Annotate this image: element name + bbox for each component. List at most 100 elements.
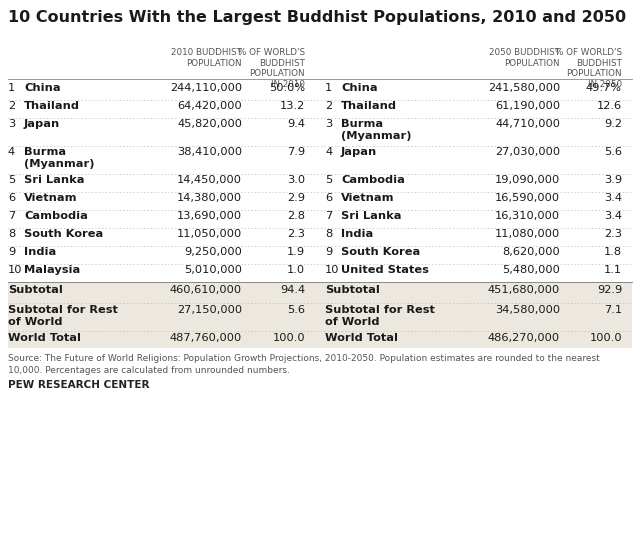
Text: 7.1: 7.1 <box>604 305 622 315</box>
Text: Japan: Japan <box>24 119 60 129</box>
Text: 6: 6 <box>325 193 332 203</box>
Text: 5.6: 5.6 <box>604 147 622 157</box>
Text: 3.4: 3.4 <box>604 211 622 221</box>
Text: 14,450,000: 14,450,000 <box>177 175 242 185</box>
Text: 1.1: 1.1 <box>604 265 622 275</box>
Text: 10: 10 <box>8 265 22 275</box>
Text: 2.8: 2.8 <box>287 211 305 221</box>
Text: Sri Lanka: Sri Lanka <box>24 175 84 185</box>
Text: 4: 4 <box>8 147 15 157</box>
Text: 16,310,000: 16,310,000 <box>495 211 560 221</box>
Text: Sri Lanka: Sri Lanka <box>341 211 401 221</box>
Text: 1.9: 1.9 <box>287 247 305 257</box>
Text: Subtotal for Rest
of World: Subtotal for Rest of World <box>8 305 118 326</box>
Text: 451,680,000: 451,680,000 <box>488 285 560 295</box>
Text: 100.0: 100.0 <box>589 333 622 343</box>
Text: 1: 1 <box>8 83 15 93</box>
Text: 38,410,000: 38,410,000 <box>177 147 242 157</box>
Text: 5,480,000: 5,480,000 <box>502 265 560 275</box>
Text: 7: 7 <box>8 211 15 221</box>
Text: 1.0: 1.0 <box>287 265 305 275</box>
Text: 3.0: 3.0 <box>287 175 305 185</box>
Text: 1: 1 <box>325 83 332 93</box>
Text: 94.4: 94.4 <box>280 285 305 295</box>
Text: 1.8: 1.8 <box>604 247 622 257</box>
Text: 45,820,000: 45,820,000 <box>177 119 242 129</box>
Text: 34,580,000: 34,580,000 <box>495 305 560 315</box>
Text: South Korea: South Korea <box>24 229 103 239</box>
Text: 4: 4 <box>325 147 332 157</box>
Text: 2.9: 2.9 <box>287 193 305 203</box>
Text: India: India <box>24 247 56 257</box>
Text: 486,270,000: 486,270,000 <box>488 333 560 343</box>
Text: World Total: World Total <box>325 333 398 343</box>
Text: 3.4: 3.4 <box>604 193 622 203</box>
Text: Japan: Japan <box>341 147 377 157</box>
Text: Cambodia: Cambodia <box>341 175 405 185</box>
Text: 100.0: 100.0 <box>273 333 305 343</box>
Text: 460,610,000: 460,610,000 <box>170 285 242 295</box>
Text: PEW RESEARCH CENTER: PEW RESEARCH CENTER <box>8 380 150 390</box>
Text: World Total: World Total <box>8 333 81 343</box>
Text: 9,250,000: 9,250,000 <box>184 247 242 257</box>
Text: 5,010,000: 5,010,000 <box>184 265 242 275</box>
Text: 9.4: 9.4 <box>287 119 305 129</box>
Text: 11,050,000: 11,050,000 <box>177 229 242 239</box>
Text: Thailand: Thailand <box>341 101 397 111</box>
Text: 27,030,000: 27,030,000 <box>495 147 560 157</box>
Text: 6: 6 <box>8 193 15 203</box>
Text: 2.3: 2.3 <box>604 229 622 239</box>
Text: 50.0%: 50.0% <box>269 83 305 93</box>
Text: 49.7%: 49.7% <box>586 83 622 93</box>
Text: 10: 10 <box>325 265 339 275</box>
Text: Cambodia: Cambodia <box>24 211 88 221</box>
Text: % OF WORLD'S
BUDDHIST
POPULATION
IN 2050: % OF WORLD'S BUDDHIST POPULATION IN 2050 <box>555 48 622 89</box>
Text: 9.2: 9.2 <box>604 119 622 129</box>
Text: 19,090,000: 19,090,000 <box>495 175 560 185</box>
Text: South Korea: South Korea <box>341 247 420 257</box>
Text: Subtotal: Subtotal <box>325 285 380 295</box>
Text: 2.3: 2.3 <box>287 229 305 239</box>
Text: 14,380,000: 14,380,000 <box>177 193 242 203</box>
Text: 5: 5 <box>8 175 15 185</box>
Text: 8,620,000: 8,620,000 <box>502 247 560 257</box>
Text: Subtotal: Subtotal <box>8 285 63 295</box>
Text: 61,190,000: 61,190,000 <box>495 101 560 111</box>
Text: Source: The Future of World Religions: Population Growth Projections, 2010-2050.: Source: The Future of World Religions: P… <box>8 354 600 375</box>
Text: 27,150,000: 27,150,000 <box>177 305 242 315</box>
Text: 12.6: 12.6 <box>597 101 622 111</box>
Text: India: India <box>341 229 373 239</box>
Text: 487,760,000: 487,760,000 <box>170 333 242 343</box>
Text: 8: 8 <box>325 229 332 239</box>
Text: 3.9: 3.9 <box>604 175 622 185</box>
Text: 8: 8 <box>8 229 15 239</box>
Text: Subtotal for Rest
of World: Subtotal for Rest of World <box>325 305 435 326</box>
Text: 7.9: 7.9 <box>287 147 305 157</box>
Text: Vietnam: Vietnam <box>341 193 394 203</box>
Text: 7: 7 <box>325 211 332 221</box>
Text: China: China <box>24 83 61 93</box>
Text: 3: 3 <box>325 119 332 129</box>
Text: 2050 BUDDHIST
POPULATION: 2050 BUDDHIST POPULATION <box>489 48 560 68</box>
Text: 9: 9 <box>325 247 332 257</box>
Text: 5: 5 <box>325 175 332 185</box>
Text: Burma
(Myanmar): Burma (Myanmar) <box>341 119 412 141</box>
Text: % OF WORLD'S
BUDDHIST
POPULATION
IN 2010: % OF WORLD'S BUDDHIST POPULATION IN 2010 <box>238 48 305 89</box>
Text: 64,420,000: 64,420,000 <box>177 101 242 111</box>
Text: 2: 2 <box>8 101 15 111</box>
Text: 5.6: 5.6 <box>287 305 305 315</box>
Text: 2: 2 <box>325 101 332 111</box>
Text: United States: United States <box>341 265 429 275</box>
Text: 10 Countries With the Largest Buddhist Populations, 2010 and 2050: 10 Countries With the Largest Buddhist P… <box>8 10 626 25</box>
Text: 44,710,000: 44,710,000 <box>495 119 560 129</box>
Text: 13,690,000: 13,690,000 <box>177 211 242 221</box>
Text: Vietnam: Vietnam <box>24 193 77 203</box>
Text: Malaysia: Malaysia <box>24 265 80 275</box>
Bar <box>8 282 632 348</box>
Text: 241,580,000: 241,580,000 <box>488 83 560 93</box>
Text: Burma
(Myanmar): Burma (Myanmar) <box>24 147 95 168</box>
Text: 244,110,000: 244,110,000 <box>170 83 242 93</box>
Text: 9: 9 <box>8 247 15 257</box>
Text: China: China <box>341 83 378 93</box>
Text: 2010 BUDDHIST
POPULATION: 2010 BUDDHIST POPULATION <box>171 48 242 68</box>
